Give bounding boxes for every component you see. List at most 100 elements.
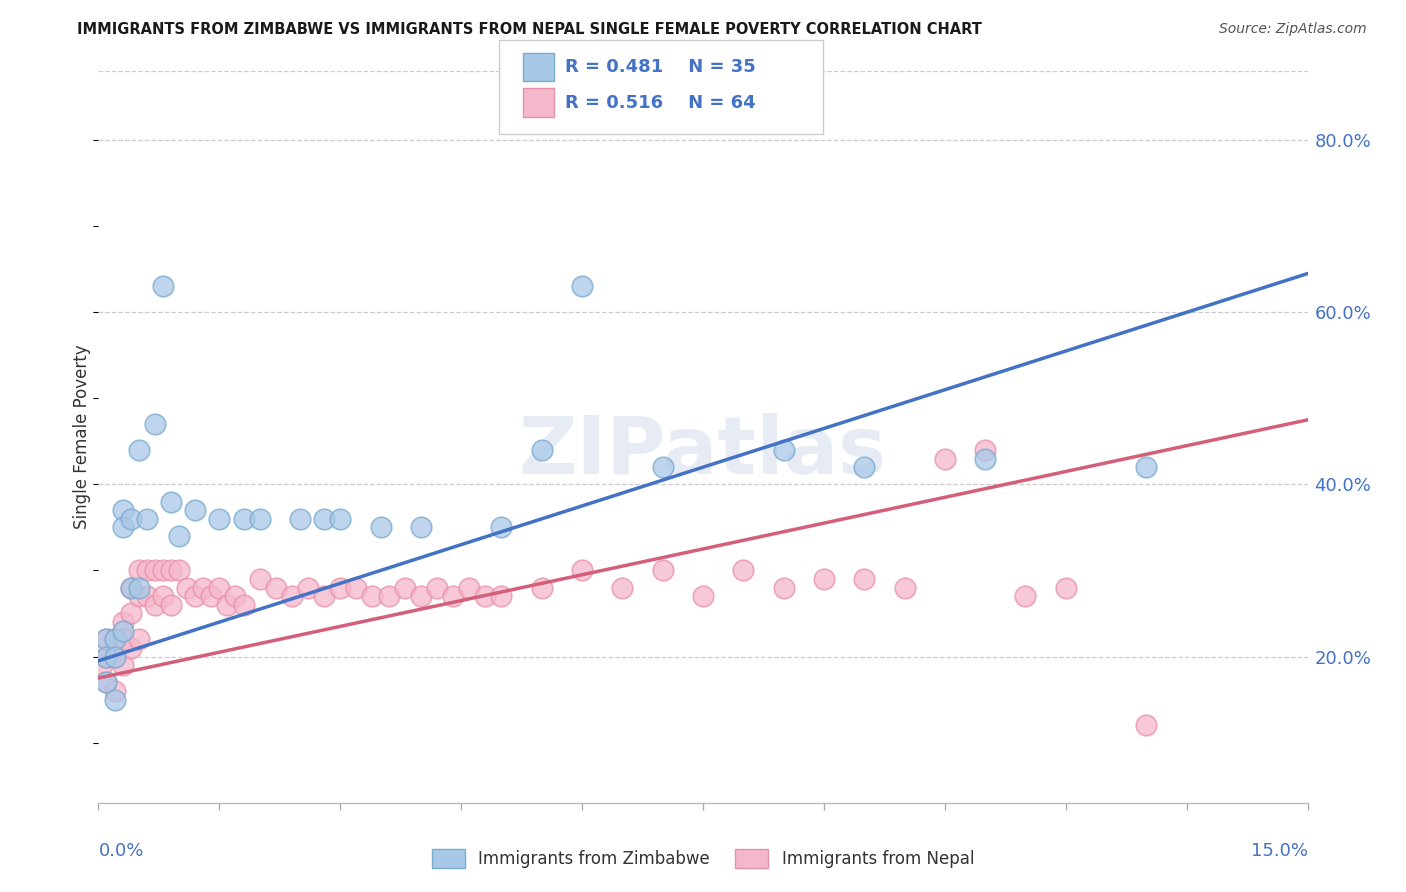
Point <box>232 598 254 612</box>
Point <box>474 589 496 603</box>
Point <box>264 581 287 595</box>
Point <box>974 442 997 457</box>
Point <box>314 589 336 603</box>
Point <box>409 520 432 534</box>
Point <box>297 581 319 595</box>
Point <box>1135 718 1157 732</box>
Point <box>96 675 118 690</box>
Point <box>103 649 125 664</box>
Point <box>692 589 714 603</box>
Point <box>103 684 125 698</box>
Point <box>377 589 399 603</box>
Point <box>111 632 134 647</box>
Point <box>152 564 174 578</box>
Point <box>934 451 956 466</box>
Point <box>176 581 198 595</box>
Text: ZIPatlas: ZIPatlas <box>519 413 887 491</box>
Point <box>120 512 142 526</box>
Point <box>651 460 673 475</box>
Point <box>96 632 118 647</box>
Point <box>120 640 142 655</box>
Point <box>853 572 876 586</box>
Point <box>111 658 134 673</box>
Point <box>772 442 794 457</box>
Point <box>91 658 114 673</box>
Point <box>96 649 118 664</box>
Point <box>152 279 174 293</box>
Text: IMMIGRANTS FROM ZIMBABWE VS IMMIGRANTS FROM NEPAL SINGLE FEMALE POVERTY CORRELAT: IMMIGRANTS FROM ZIMBABWE VS IMMIGRANTS F… <box>77 22 983 37</box>
Point <box>893 581 915 595</box>
Point <box>530 581 553 595</box>
Point <box>143 564 166 578</box>
Text: Source: ZipAtlas.com: Source: ZipAtlas.com <box>1219 22 1367 37</box>
Point <box>314 512 336 526</box>
Point <box>491 589 513 603</box>
Point <box>200 589 222 603</box>
Point <box>281 589 304 603</box>
Point <box>103 692 125 706</box>
Point <box>120 581 142 595</box>
Point <box>458 581 481 595</box>
Text: R = 0.516    N = 64: R = 0.516 N = 64 <box>565 94 756 112</box>
Point <box>217 598 239 612</box>
Point <box>143 598 166 612</box>
Point <box>96 675 118 690</box>
Point <box>135 589 157 603</box>
Point <box>120 607 142 621</box>
Point <box>208 581 231 595</box>
Point <box>96 649 118 664</box>
Point <box>1135 460 1157 475</box>
Point <box>974 451 997 466</box>
Point <box>329 512 352 526</box>
Point <box>128 589 150 603</box>
Point <box>441 589 464 603</box>
Point <box>344 581 367 595</box>
Point <box>184 589 207 603</box>
Point <box>128 581 150 595</box>
Point <box>135 512 157 526</box>
Point <box>813 572 835 586</box>
Point <box>1054 581 1077 595</box>
Point <box>426 581 449 595</box>
Point <box>128 632 150 647</box>
Point <box>111 624 134 638</box>
Point <box>409 589 432 603</box>
Point <box>111 503 134 517</box>
Text: 15.0%: 15.0% <box>1250 841 1308 860</box>
Point <box>394 581 416 595</box>
Point <box>103 649 125 664</box>
Point <box>491 520 513 534</box>
Point <box>160 564 183 578</box>
Point <box>772 581 794 595</box>
Point <box>128 442 150 457</box>
Point <box>96 632 118 647</box>
Legend: Immigrants from Zimbabwe, Immigrants from Nepal: Immigrants from Zimbabwe, Immigrants fro… <box>425 842 981 875</box>
Point <box>103 632 125 647</box>
Point <box>193 581 215 595</box>
Point <box>651 564 673 578</box>
Point <box>1014 589 1036 603</box>
Point <box>571 564 593 578</box>
Point <box>329 581 352 595</box>
Point <box>135 564 157 578</box>
Point <box>111 615 134 629</box>
Point <box>128 564 150 578</box>
Point <box>612 581 634 595</box>
Point <box>733 564 755 578</box>
Point <box>120 581 142 595</box>
Point <box>111 520 134 534</box>
Point <box>208 512 231 526</box>
Y-axis label: Single Female Poverty: Single Female Poverty <box>73 345 91 529</box>
Point <box>370 520 392 534</box>
Point <box>160 494 183 508</box>
Point <box>103 632 125 647</box>
Point <box>249 572 271 586</box>
Text: R = 0.481    N = 35: R = 0.481 N = 35 <box>565 58 756 76</box>
Point <box>288 512 311 526</box>
Point <box>361 589 384 603</box>
Point <box>571 279 593 293</box>
Point <box>167 529 190 543</box>
Point <box>249 512 271 526</box>
Point <box>853 460 876 475</box>
Point <box>152 589 174 603</box>
